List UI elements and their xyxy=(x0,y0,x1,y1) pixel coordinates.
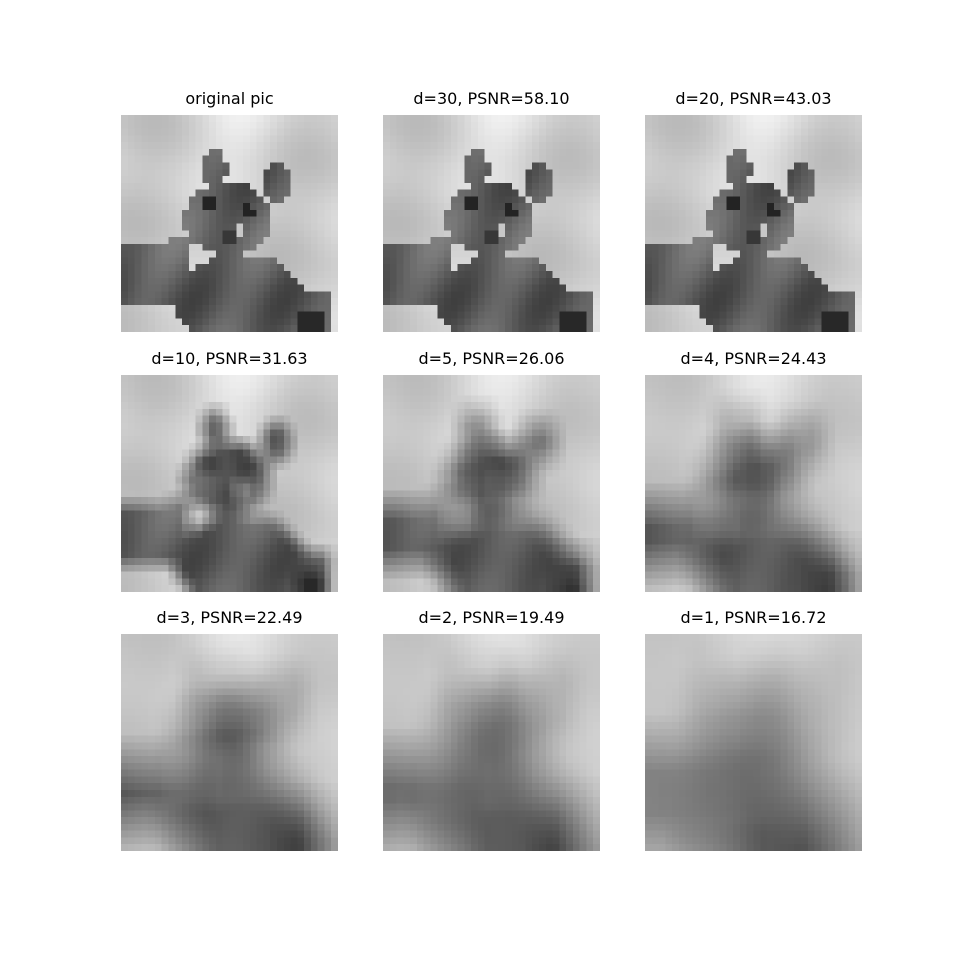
panel-title: d=5, PSNR=26.06 xyxy=(418,349,565,368)
panel-title: d=20, PSNR=43.03 xyxy=(675,89,832,108)
panel-image xyxy=(383,115,600,332)
panel-title: d=2, PSNR=19.49 xyxy=(418,608,565,627)
pixel-grid xyxy=(645,634,862,851)
panel-title: d=30, PSNR=58.10 xyxy=(413,89,570,108)
panel-image xyxy=(121,375,338,592)
panel-image xyxy=(645,115,862,332)
panel-title: d=10, PSNR=31.63 xyxy=(151,349,308,368)
panel-image xyxy=(645,634,862,851)
panel-image xyxy=(121,115,338,332)
pixel-grid xyxy=(121,115,338,332)
panel-image xyxy=(645,375,862,592)
pixel-grid xyxy=(383,115,600,332)
panel-title: d=3, PSNR=22.49 xyxy=(156,608,303,627)
pixel-grid xyxy=(645,115,862,332)
panel-title: d=4, PSNR=24.43 xyxy=(680,349,827,368)
panel-image xyxy=(121,634,338,851)
panel-title: original pic xyxy=(185,89,274,108)
pixel-grid xyxy=(645,375,862,592)
panel-image xyxy=(383,634,600,851)
pixel-grid xyxy=(383,634,600,851)
pixel-grid xyxy=(121,375,338,592)
panel-image xyxy=(383,375,600,592)
pixel-grid xyxy=(383,375,600,592)
pixel-grid xyxy=(121,634,338,851)
panel-title: d=1, PSNR=16.72 xyxy=(680,608,827,627)
